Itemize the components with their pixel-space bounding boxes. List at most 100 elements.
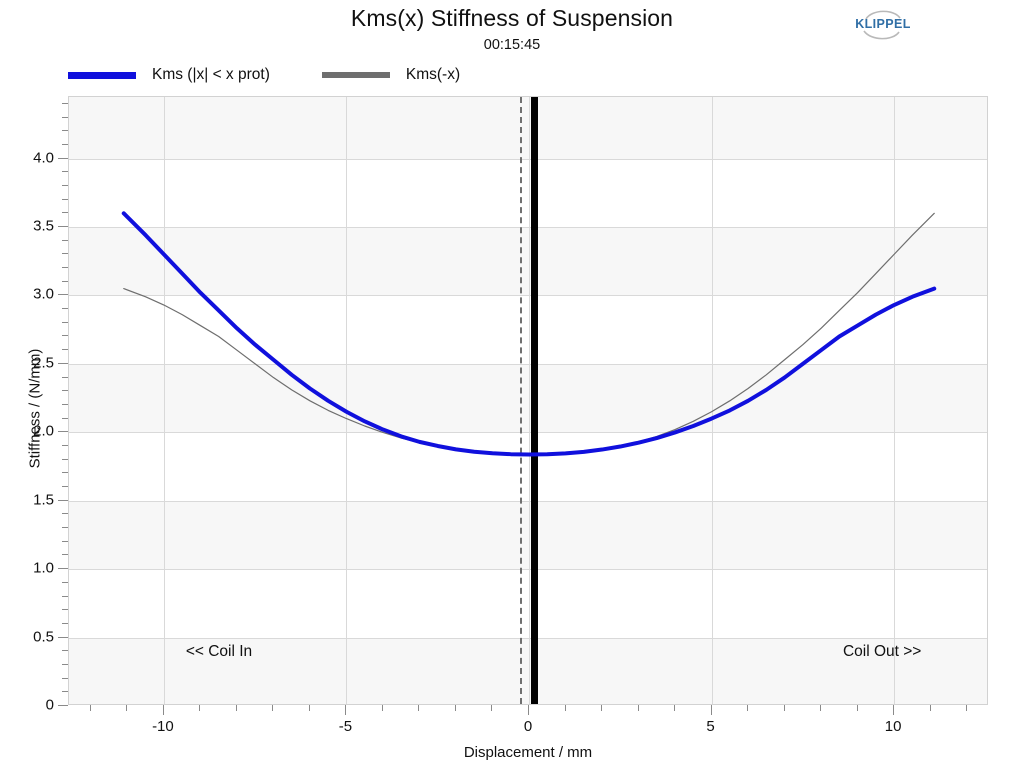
y-tick-minor [62,541,68,542]
series-layer [121,211,937,457]
y-gridline [69,159,987,160]
y-tick-minor [62,253,68,254]
chart-subtitle: 00:15:45 [483,37,541,53]
y-gridline [69,295,987,296]
legend-swatch-blue [68,71,136,79]
y-tick-minor [62,103,68,104]
y-tick-minor [62,144,68,145]
y-tick-minor [62,199,68,200]
y-tick-minor [62,418,68,419]
y-tick-minor [62,623,68,624]
x-tick-minor [236,705,237,711]
klippel-arcs-icon [863,10,901,40]
x-tick-minor [455,705,456,711]
y-tick-label: 0.5 [33,628,54,646]
background-band [69,97,987,159]
x-tick-minor [272,705,273,711]
y-tick-major [58,158,68,159]
x-tick-minor [565,705,566,711]
x-gridline [164,97,165,704]
x-tick-minor [199,705,200,711]
x-tick-label: -5 [338,718,353,735]
y-tick-label: 3.0 [33,285,54,303]
x-tick-label: 10 [884,718,902,735]
x-tick-minor [638,705,639,711]
y-tick-minor [62,678,68,679]
y-tick-major [58,568,68,569]
y-tick-minor [62,459,68,460]
legend-item-kms-prot[interactable]: Kms (|x| < x prot) [68,66,270,84]
x-tick-minor [857,705,858,711]
y-tick-major [58,294,68,295]
y-tick-minor [62,377,68,378]
legend-label-kms-neg: Kms(-x) [405,66,461,83]
x-tick-minor [747,705,748,711]
klippel-logo: KLIPPEL [852,6,914,44]
y-tick-minor [62,308,68,309]
y-tick-minor [62,650,68,651]
x-tick-major [345,705,346,715]
legend-item-kms-neg[interactable]: Kms(-x) [321,66,461,84]
y-tick-label: 4.0 [33,149,54,167]
annotation-coil-in: << Coil In [185,642,253,660]
zero-reference-line [520,97,522,704]
y-gridline [69,432,987,433]
x-tick-minor [930,705,931,711]
x-tick-label: -10 [152,718,174,735]
legend-swatch-gray [321,72,390,78]
x-tick-minor [601,705,602,711]
y-tick-minor [62,596,68,597]
y-tick-minor [62,691,68,692]
y-tick-minor [62,322,68,323]
y-tick-minor [62,472,68,473]
x-tick-label: 0 [523,718,533,735]
y-tick-minor [62,117,68,118]
x-tick-major [711,705,712,715]
annotation-coil-out: Coil Out >> [842,642,922,660]
y-gridline [69,227,987,228]
x-tick-minor [90,705,91,711]
x-axis-title: Displacement / mm [463,744,593,761]
y-tick-minor [62,130,68,131]
x-tick-label: 5 [706,718,715,735]
y-tick-minor [62,486,68,487]
y-tick-label: 1.5 [33,491,54,509]
y-tick-minor [62,554,68,555]
y-tick-minor [62,335,68,336]
y-tick-minor [62,171,68,172]
chart-legend: Kms (|x| < x prot) Kms(-x) [68,62,460,88]
klippel-logo-text: KLIPPEL [855,17,911,31]
y-tick-minor [62,267,68,268]
y-axis-title: Stiffness / (N/mm) [26,348,44,469]
x-tick-minor [418,705,419,711]
y-gridline [69,569,987,570]
y-tick-minor [62,527,68,528]
background-band [69,637,987,704]
y-gridline [69,501,987,502]
y-tick-minor [62,664,68,665]
y-tick-label: 1.0 [33,559,54,577]
legend-label-kms-prot: Kms (|x| < x prot) [152,66,270,83]
x-tick-major [893,705,894,715]
x-gridline [346,97,347,704]
y-tick-minor [62,513,68,514]
y-tick-major [58,431,68,432]
y-tick-major [58,363,68,364]
y-tick-label: 0 [45,696,54,714]
x-tick-minor [966,705,967,711]
y-tick-major [58,637,68,638]
y-tick-major [58,705,68,706]
y-tick-minor [62,445,68,446]
y-tick-minor [62,390,68,391]
x-tick-minor [382,705,383,711]
x-gridline [894,97,895,704]
y-tick-major [58,500,68,501]
x-tick-minor [820,705,821,711]
x-tick-major [163,705,164,715]
page-title: Kms(x) Stiffness of Suspension [350,5,674,31]
x-tick-major [528,705,529,715]
x-tick-minor [491,705,492,711]
background-band [69,227,987,296]
x-gridline [712,97,713,704]
